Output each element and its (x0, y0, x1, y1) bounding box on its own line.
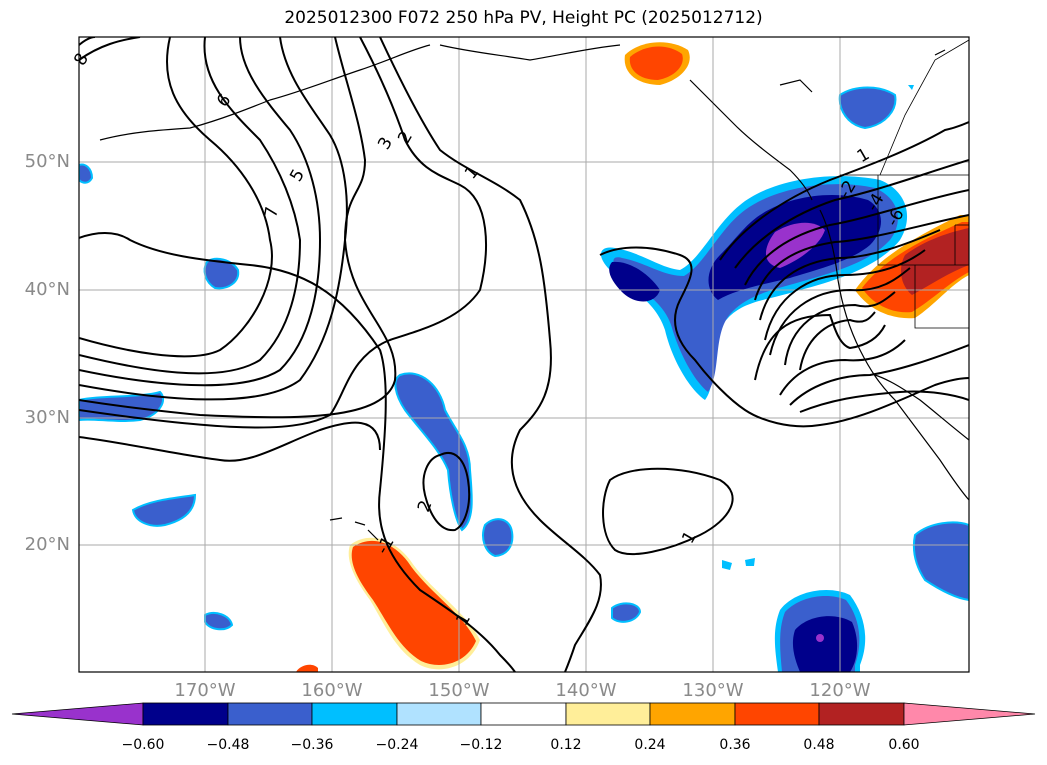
colorbar-swatch (142, 702, 229, 726)
lon-label-130w: 130°W (682, 680, 744, 701)
lon-label-140w: 140°W (555, 680, 617, 701)
lat-label-30n: 30°N (24, 407, 70, 428)
colorbar-swatch (818, 702, 905, 726)
colorbar-swatch (480, 702, 567, 726)
colorbar-swatch (311, 702, 398, 726)
colorbar-label: −0.60 (121, 737, 165, 753)
pv-shading (79, 42, 969, 672)
colorbar-swatch (649, 702, 736, 726)
colorbar-label: 0.36 (719, 737, 751, 753)
height-contours (79, 37, 969, 672)
contour-label: 1 (678, 528, 701, 547)
plot-frame (78, 36, 970, 673)
colorbar-label: −0.48 (206, 737, 250, 753)
colorbar-extend-left (11, 702, 144, 726)
contour-label: 6 (213, 90, 235, 111)
map-gridlines (79, 37, 969, 672)
colorbar-swatch (734, 702, 820, 726)
contour-label: 5 (286, 166, 309, 185)
colorbar-label: 0.60 (888, 737, 920, 753)
colorbar (11, 702, 1036, 726)
lon-label-170w: 170°W (174, 680, 236, 701)
lon-label-150w: 150°W (428, 680, 490, 701)
colorbar-extend-right (903, 702, 1036, 726)
lon-label-160w: 160°W (301, 680, 363, 701)
lon-label-120w: 120°W (809, 680, 871, 701)
colorbar-swatch (565, 702, 651, 726)
contour-label: 1 (461, 162, 483, 183)
colorbar-label: −0.24 (375, 737, 419, 753)
colorbar-label: 0.48 (803, 737, 835, 753)
lat-label-20n: 20°N (24, 534, 70, 555)
contour-label: 2 (414, 498, 436, 515)
contour-label: 2 (394, 128, 417, 147)
colorbar-swatch (396, 702, 482, 726)
coastlines (99, 44, 969, 541)
colorbar-label: −0.12 (459, 737, 503, 753)
colorbar-swatch (227, 702, 313, 726)
lat-label-40n: 40°N (24, 279, 70, 300)
lat-label-50n: 50°N (24, 151, 70, 172)
colorbar-label: −0.36 (290, 737, 334, 753)
map-title: 2025012300 F072 250 hPa PV, Height PC (2… (284, 8, 763, 28)
state-borders (840, 39, 969, 329)
colorbar-label: 0.12 (550, 737, 582, 753)
colorbar-label: 0.24 (634, 737, 666, 753)
contour-label: 7 (261, 205, 283, 219)
